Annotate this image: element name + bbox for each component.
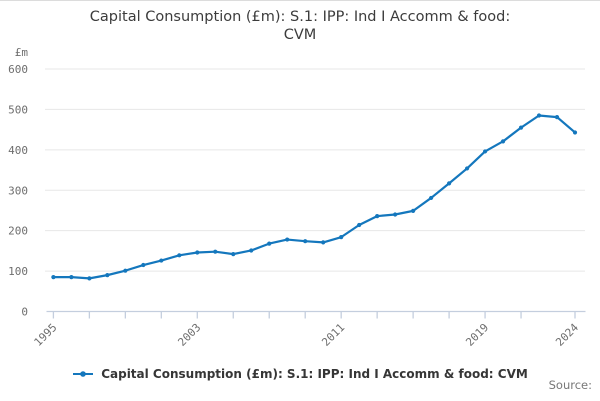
y-axis-unit-label: £m (15, 46, 29, 59)
data-point-2002 (177, 253, 182, 258)
data-point-2001 (159, 258, 164, 263)
x-tick-label-2024: 2024 (553, 321, 581, 349)
y-tick-label-100: 100 (8, 265, 28, 278)
data-point-1996 (69, 275, 74, 280)
chart-title: Capital Consumption (£m): S.1: IPP: Ind … (0, 8, 600, 44)
data-point-2015 (411, 208, 416, 213)
x-tick-label-2019: 2019 (463, 321, 491, 349)
data-point-2009 (303, 239, 308, 244)
chart-title-line-1: Capital Consumption (£m): S.1: IPP: Ind … (89, 9, 511, 25)
x-tick-label-1995: 1995 (32, 321, 60, 349)
data-point-2021 (518, 125, 524, 130)
data-point-2020 (500, 139, 506, 144)
data-point-2005 (231, 252, 236, 257)
y-tick-label-500: 500 (8, 103, 28, 116)
data-point-2006 (249, 248, 254, 253)
chart-title-line-2: CVM (283, 27, 317, 43)
x-tick-label-2003: 2003 (175, 321, 203, 349)
data-point-2013 (375, 214, 380, 219)
data-point-2018 (464, 166, 470, 171)
legend: Capital Consumption (£m): S.1: IPP: Ind … (0, 367, 600, 381)
data-point-2012 (357, 222, 362, 228)
data-point-2003 (195, 250, 200, 255)
data-line (52, 114, 577, 280)
legend-series-label: Capital Consumption (£m): S.1: IPP: Ind … (101, 367, 528, 381)
data-point-2008 (285, 237, 290, 242)
legend-line-marker-icon (73, 371, 94, 377)
y-tick-label-600: 600 (8, 63, 28, 76)
data-point-2011 (339, 235, 344, 240)
data-point-2016 (429, 195, 434, 201)
data-point-1999 (123, 268, 128, 273)
data-point-1995 (51, 275, 56, 280)
data-point-1997 (87, 276, 92, 281)
data-point-2024 (572, 130, 578, 135)
data-point-2017 (446, 181, 452, 186)
data-point-1998 (105, 273, 110, 278)
y-tick-label-200: 200 (8, 225, 28, 238)
data-point-2010 (321, 240, 326, 245)
y-tick-label-300: 300 (8, 184, 28, 197)
data-point-2019 (482, 149, 488, 154)
y-tick-label-0: 0 (21, 306, 28, 319)
y-tick-label-400: 400 (8, 144, 28, 157)
data-point-2014 (393, 212, 398, 217)
data-point-2004 (213, 249, 218, 254)
data-point-2022 (536, 113, 542, 118)
data-point-2023 (554, 114, 560, 120)
data-point-2000 (141, 262, 146, 268)
data-point-2007 (267, 241, 272, 246)
source-label: Source: (548, 378, 592, 392)
x-tick-label-2011: 2011 (319, 321, 347, 349)
